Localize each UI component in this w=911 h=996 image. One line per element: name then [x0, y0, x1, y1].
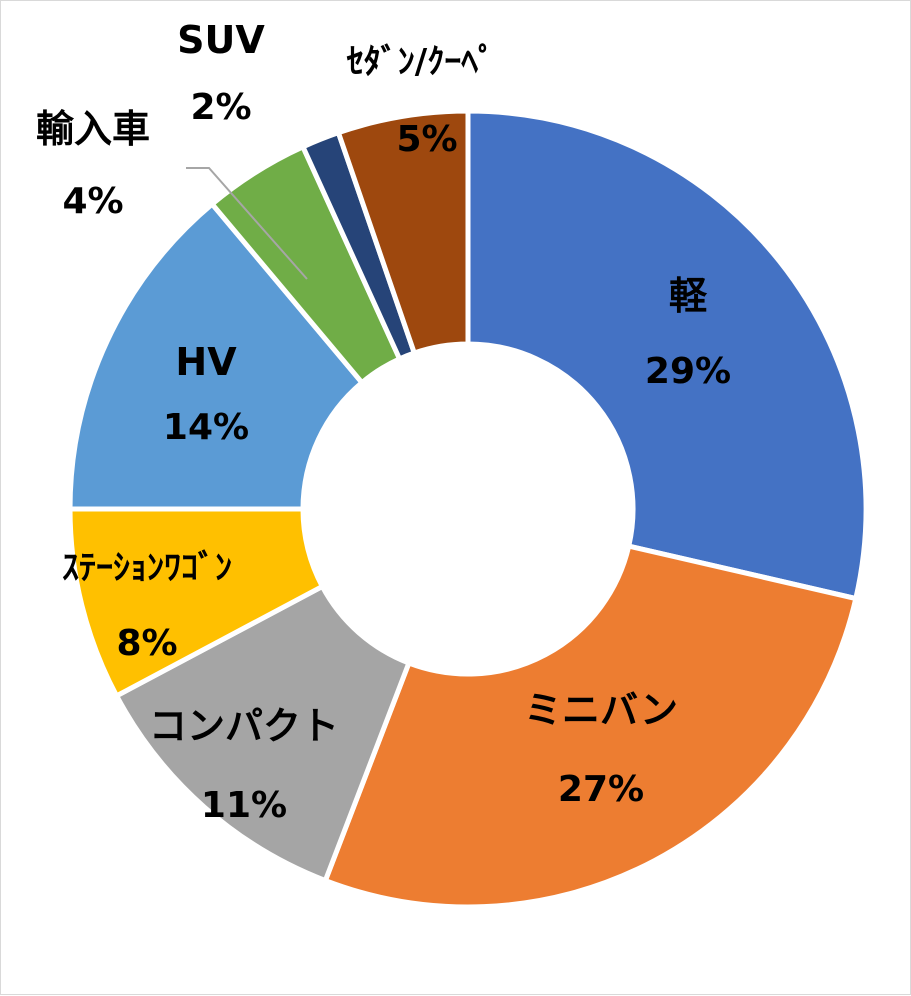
- slice-label-value-1: 29%: [645, 351, 731, 392]
- slice-label-name-7: SUV: [177, 18, 265, 62]
- slice-1: [465, 108, 869, 602]
- slice-2: [322, 543, 859, 910]
- slice-3: [113, 583, 413, 884]
- slice-5: [67, 200, 366, 512]
- slice-label-name-3: コンパクト: [149, 704, 339, 748]
- slice-label-name-4: ｽﾃｰｼｮﾝﾜｺﾞﾝ: [62, 548, 232, 588]
- slice-label-value-4: 8%: [116, 623, 177, 664]
- slice-label-value-8: 5%: [396, 119, 457, 160]
- slice-label-name-6: 輸入車: [36, 107, 150, 151]
- slice-8: [335, 108, 471, 357]
- slice-label-name-5: HV: [175, 340, 237, 384]
- slice-label-name-1: 軽: [669, 274, 708, 318]
- slice-label-value-3: 11%: [201, 785, 287, 826]
- slice-label-name-8: ｾﾀﾞﾝ/ｸｰﾍﾟ: [347, 42, 495, 82]
- slice-label-value-2: 27%: [558, 769, 644, 810]
- slice-label-value-7: 2%: [190, 87, 251, 128]
- slice-label-name-2: ミニバン: [524, 688, 678, 732]
- slice-label-value-6: 4%: [62, 181, 123, 222]
- leader-line: [186, 167, 308, 280]
- slice-label-value-5: 14%: [163, 407, 249, 448]
